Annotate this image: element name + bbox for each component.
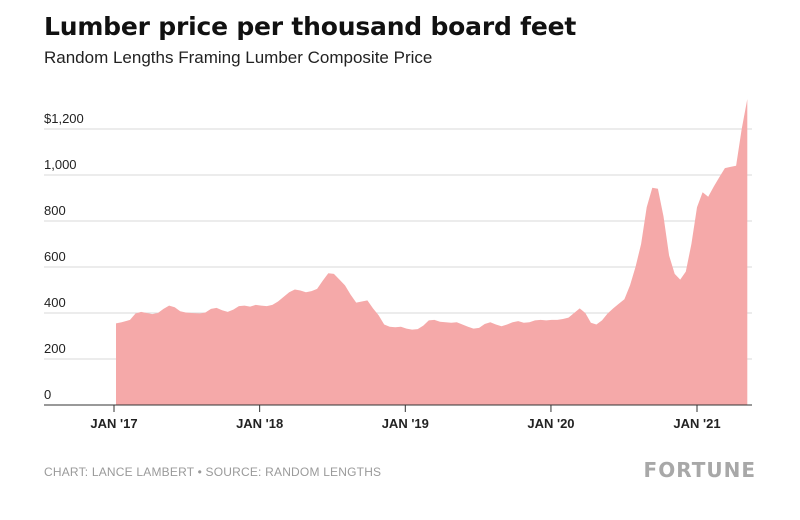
chart-title: Lumber price per thousand board feet xyxy=(44,12,577,41)
y-tick-label-0: 0 xyxy=(44,387,51,402)
y-tick-label-1000: 1,000 xyxy=(44,157,77,172)
x-tick-label-4: JAN '21 xyxy=(673,416,720,431)
x-tick-label-3: JAN '20 xyxy=(527,416,574,431)
x-axis: JAN '17 JAN '18 JAN '19 JAN '20 JAN '21 xyxy=(44,404,752,431)
price-area xyxy=(116,99,748,405)
x-tick-label-2: JAN '19 xyxy=(382,416,429,431)
y-tick-label-600: 600 xyxy=(44,249,66,264)
y-tick-label-200: 200 xyxy=(44,341,66,356)
chart-subtitle: Random Lengths Framing Lumber Composite … xyxy=(44,48,433,67)
area-series xyxy=(116,99,748,405)
chart-credit: CHART: LANCE LAMBERT • SOURCE: RANDOM LE… xyxy=(44,465,382,479)
y-tick-label-1200: $1,200 xyxy=(44,111,84,126)
y-axis: 0 200 400 600 800 1,000 $1,200 xyxy=(44,111,84,402)
x-tick-label-1: JAN '18 xyxy=(236,416,283,431)
x-tick-label-0: JAN '17 xyxy=(90,416,137,431)
brand-logo: FORTUNE xyxy=(643,458,756,482)
y-tick-label-800: 800 xyxy=(44,203,66,218)
y-tick-label-400: 400 xyxy=(44,295,66,310)
